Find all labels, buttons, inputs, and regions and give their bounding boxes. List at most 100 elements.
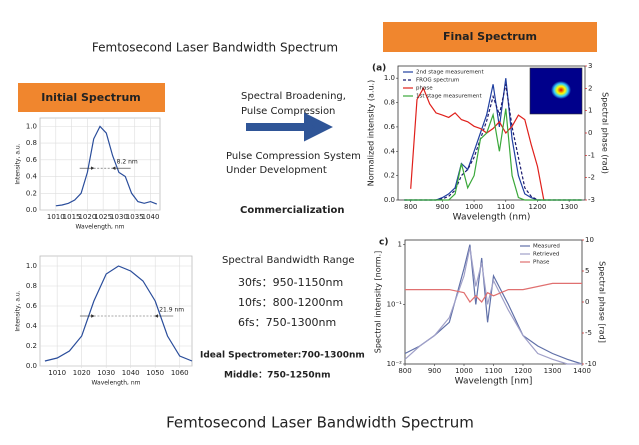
y-tick-label: 0.6	[26, 302, 38, 310]
y-axis-label: Normalized intensity (a.u.)	[367, 80, 376, 186]
note: Pulse Compression	[241, 106, 335, 117]
legend-label: 1st stage measurement	[416, 94, 482, 100]
x-tick-label: 1030	[97, 369, 115, 377]
y-tick-label: 0.2	[26, 189, 37, 197]
annotation: 8.2 nm	[117, 159, 138, 166]
x-tick-label: 1200	[529, 203, 547, 211]
y2-tick-label: 1	[588, 107, 592, 115]
y2-tick-label: -3	[588, 196, 595, 204]
y-tick-label: 10⁻¹	[387, 300, 403, 308]
y-tick-label: 1.0	[26, 122, 37, 130]
arrow	[246, 112, 333, 142]
x-tick-label: 900	[428, 367, 441, 375]
x-tick-label: 800	[398, 367, 411, 375]
note: Spectral Bandwidth Range	[222, 255, 355, 266]
y-tick-label: 0.4	[26, 173, 38, 181]
y-tick-label: 0.6	[26, 156, 38, 164]
note: 30fs：950-1150nm	[238, 276, 343, 289]
y-axis-label: Intensity, a.u.	[15, 290, 22, 331]
note: Under Development	[226, 165, 327, 176]
y-axis-label: Spectral intensity [norm.]	[374, 251, 383, 354]
note: Spectral Broadening,	[241, 91, 346, 102]
x-tick-label: 1300	[560, 203, 578, 211]
label-box	[18, 83, 165, 112]
y-tick-label: 1.0	[384, 74, 395, 82]
data-line	[404, 247, 582, 365]
y-tick-label: 1.0	[26, 262, 37, 270]
y2-tick-label: -10	[585, 360, 596, 368]
x-tick-label: 1100	[497, 203, 515, 211]
panel-label: c)	[379, 238, 388, 248]
y-tick-label: 0.4	[26, 322, 38, 330]
x-axis-label: Wavelength, nm	[91, 380, 140, 387]
y-tick-label: 0.2	[384, 172, 395, 180]
plot-frame	[39, 117, 161, 211]
y-tick-label: 0.0	[26, 206, 37, 214]
y-tick-label: 0.8	[384, 99, 395, 107]
x-tick-label: 1020	[78, 213, 96, 221]
footer: Femtosecond Laser Bandwidth Spectrum	[166, 414, 474, 432]
x-tick-label: 1030	[110, 213, 128, 221]
final-label: Final Spectrum	[443, 30, 537, 43]
y-tick-label: 0.6	[384, 123, 396, 131]
y-tick-label: 0.8	[26, 139, 37, 147]
x-tick-label: 1000	[465, 203, 483, 211]
note: Commercialization	[240, 205, 345, 216]
x-tick-label: 1300	[544, 367, 562, 375]
y-tick-label: 0.2	[26, 342, 37, 350]
y-tick-label: 0.4	[384, 147, 396, 155]
x-tick-label: 1015	[63, 213, 81, 221]
data-line	[55, 125, 158, 207]
y2-tick-label: 5	[585, 267, 589, 275]
x-tick-label: 1000	[455, 367, 473, 375]
y-axis-label: Intensity, a.u.	[15, 143, 22, 184]
data-line	[404, 244, 583, 365]
x-axis-label: Wavelength (nm)	[453, 213, 531, 223]
note: 6fs：750-1300nm	[238, 316, 336, 329]
x-tick-label: 800	[404, 203, 417, 211]
y2-tick-label: 0	[585, 298, 589, 306]
x-tick-label: 1040	[142, 213, 160, 221]
legend-label: Retrieved	[533, 252, 559, 258]
note: 10fs：800-1200nm	[238, 296, 343, 309]
annotation: 21.9 nm	[159, 307, 184, 314]
y-tick-label: 0.0	[384, 196, 395, 204]
y-tick-label: 0.8	[26, 282, 37, 290]
data-line	[410, 86, 545, 201]
note: Ideal Spectrometer:700-1300nm	[200, 351, 365, 361]
label-box	[383, 22, 597, 52]
y-tick-label: 1	[398, 241, 402, 249]
panel-label: (a)	[372, 64, 386, 74]
y-tick-label: 0.0	[26, 362, 37, 370]
y2-tick-label: 10	[585, 236, 594, 244]
x-tick-label: 1025	[94, 213, 112, 221]
x-tick-label: 1010	[47, 213, 65, 221]
data-line	[405, 282, 582, 303]
legend-label: Measured	[533, 244, 560, 250]
data-line	[44, 265, 193, 362]
x-tick-label: 1200	[514, 367, 532, 375]
legend-label: 2nd stage measurement	[416, 70, 484, 76]
x-tick-label: 1035	[126, 213, 144, 221]
x-tick-label: 1020	[73, 369, 91, 377]
plot-frame	[404, 239, 583, 365]
legend-label: FROG spectrum	[416, 78, 459, 84]
y2-tick-label: 2	[588, 84, 592, 92]
x-tick-label: 900	[436, 203, 449, 211]
x-tick-label: 1400	[573, 367, 591, 375]
slide-title: Femtosecond Laser Bandwidth Spectrum	[92, 41, 338, 55]
x-tick-label: 1010	[48, 369, 66, 377]
y2-axis-label: Spectral phase (rad)	[601, 92, 610, 174]
note: Pulse Compression System	[226, 151, 361, 162]
y2-tick-label: -5	[585, 329, 592, 337]
data-line	[404, 84, 582, 201]
y2-tick-label: 3	[588, 62, 592, 70]
x-tick-label: 1050	[146, 369, 164, 377]
y-tick-label: 10⁻²	[387, 360, 403, 368]
y2-tick-label: -1	[588, 151, 595, 159]
inset-spot	[551, 81, 571, 99]
note: Middle：750-1250nm	[224, 371, 330, 381]
legend-label: phase	[416, 86, 433, 92]
x-tick-label: 1060	[171, 369, 189, 377]
